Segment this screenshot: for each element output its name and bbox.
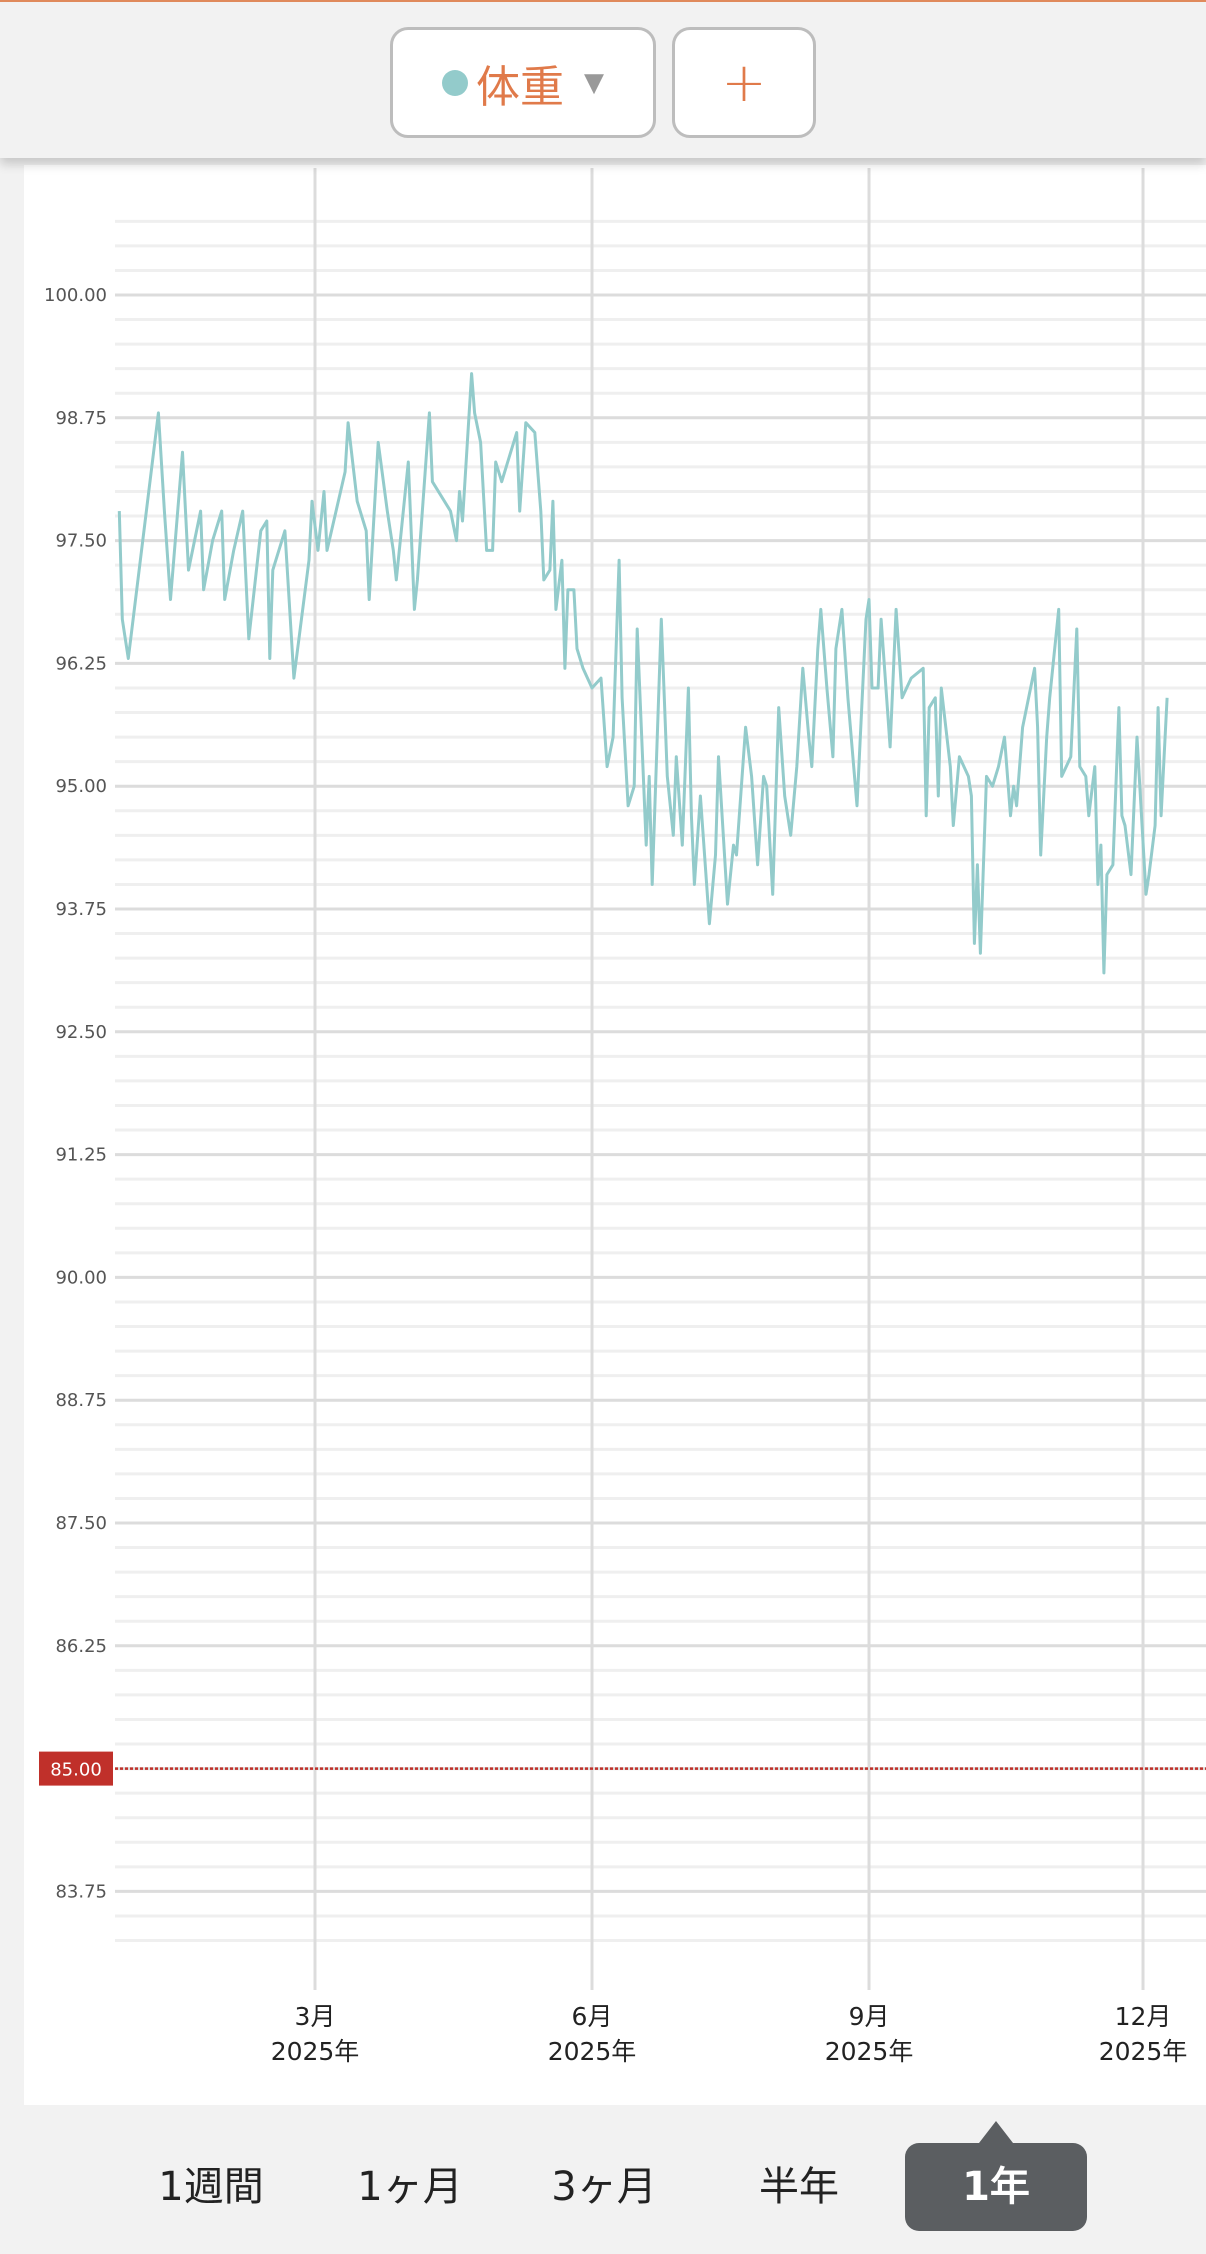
- x-gridlines: [313, 168, 1145, 1990]
- period-tabs: 1週間 1ヶ月 3ヶ月 半年 1年: [0, 2105, 1206, 2254]
- x-tick-month: 9月: [849, 2002, 890, 2031]
- add-button[interactable]: +: [672, 27, 816, 138]
- tab-1-month[interactable]: 1ヶ月: [357, 2164, 463, 2210]
- x-tick-year: 2025年: [548, 2037, 637, 2066]
- metric-dropdown[interactable]: 体重 ▼: [390, 27, 656, 138]
- y-tick-label: 100.00: [44, 285, 107, 306]
- x-tick-month: 12月: [1115, 2002, 1172, 2031]
- header-bar: 体重 ▼ +: [0, 0, 1206, 158]
- y-tick-label: 95.00: [55, 776, 107, 797]
- x-tick-year: 2025年: [271, 2037, 360, 2066]
- y-tick-label: 92.50: [55, 1022, 107, 1043]
- tab-3-months[interactable]: 3ヶ月: [551, 2164, 657, 2210]
- weight-series-line: [117, 372, 1169, 975]
- y-tick-label: 91.25: [55, 1145, 107, 1166]
- x-tick-year: 2025年: [825, 2037, 914, 2066]
- chart-card: [24, 165, 1206, 2105]
- triangle-down-icon: ▼: [584, 67, 604, 98]
- metric-color-dot: [442, 69, 468, 96]
- tab-1-week[interactable]: 1週間: [158, 2164, 264, 2210]
- y-tick-label: 97.50: [55, 531, 107, 552]
- plus-icon: +: [721, 51, 767, 114]
- target-label-bg: [39, 1751, 113, 1786]
- target-label: 85.00: [50, 1760, 102, 1781]
- x-tick-year: 2025年: [1099, 2037, 1188, 2066]
- y-tick-label: 96.25: [55, 653, 107, 674]
- y-tick-label: 93.75: [55, 899, 107, 920]
- tab-half-year[interactable]: 半年: [759, 2164, 839, 2210]
- x-axis-labels: 3月 2025年 6月 2025年 9月 2025年 12月 2025年: [271, 2002, 1188, 2066]
- y-axis-labels: 83.75 86.25 87.50 88.75 90.00 91.25 92.50 93.75…: [44, 285, 107, 1902]
- y-tick-label: 90.00: [55, 1267, 107, 1288]
- tab-1-year[interactable]: 1年: [905, 2121, 1087, 2231]
- x-tick-month: 6月: [572, 2002, 613, 2031]
- metric-label: 体重: [476, 61, 564, 113]
- target-line-group: 85.00: [39, 1751, 1206, 1786]
- y-tick-label: 88.75: [55, 1390, 107, 1411]
- grid: [115, 219, 1206, 1943]
- y-tick-label: 98.75: [55, 408, 107, 429]
- series-group: [117, 372, 1169, 975]
- x-tick-month: 3月: [295, 2002, 336, 2031]
- y-tick-label: 83.75: [55, 1881, 107, 1902]
- y-tick-label: 86.25: [55, 1636, 107, 1657]
- y-tick-label: 87.50: [55, 1513, 107, 1534]
